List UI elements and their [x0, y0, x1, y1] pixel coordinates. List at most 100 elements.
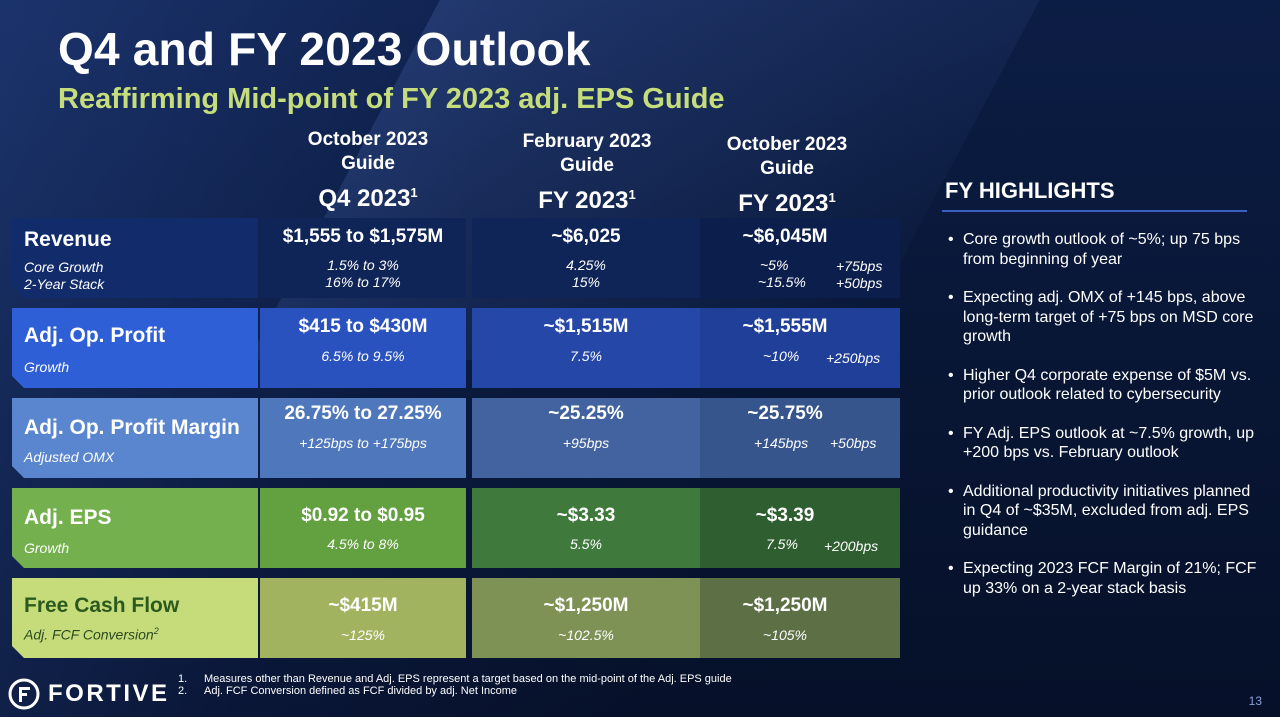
cell-op-margin-q4: 26.75% to 27.25% +125bps to +175bps [260, 398, 466, 478]
cell-fcf-q4: ~$415M ~125% [260, 578, 466, 658]
cell-fcf-oct: ~$1,250M ~105% [700, 578, 900, 658]
cell-sub: +145bps [754, 435, 809, 451]
row-label-op-margin: Adj. Op. Profit Margin Adjusted OMX [12, 398, 258, 478]
cell-value: ~$6,045M [742, 226, 828, 247]
column-header-line1: February 2023 [522, 131, 652, 152]
cell-value: ~$3.33 [556, 505, 616, 526]
cell-eps-q4: $0.92 to $0.95 4.5% to 8% [260, 488, 466, 568]
cell-revenue-feb: ~$6,025 4.25% 15% [472, 218, 700, 298]
column-header-fy-feb: February 2023 Guide FY 20231 [487, 130, 687, 218]
row-sub-growth: Growth [24, 359, 70, 375]
cell-value: 26.75% to 27.25% [284, 403, 442, 424]
cell-sub: 16% to 17% [325, 274, 401, 290]
page-number: 13 [1248, 694, 1262, 708]
cell-revenue-q4: $1,555 to $1,575M 1.5% to 3% 16% to 17% [260, 218, 466, 298]
highlight-item: • Higher Q4 corporate expense of $5M vs. … [948, 366, 1252, 404]
row-sub-core-growth: Core Growth [24, 259, 104, 275]
cell-sub: 7.5% [570, 348, 602, 364]
column-header-period: FY 20231 [738, 190, 836, 217]
fortive-logo-icon [8, 678, 40, 710]
row-label-eps: Adj. EPS Growth [12, 488, 258, 568]
highlight-item: • FY Adj. EPS outlook at ~7.5% growth, up… [948, 424, 1254, 462]
row-sub-adjusted-omx: Adjusted OMX [24, 449, 115, 465]
delta-badge: +200bps [824, 538, 879, 554]
cell-value: ~$1,515M [543, 316, 629, 337]
highlights-list: • Core growth outlook of ~5%; up 75 bps f… [948, 230, 1258, 617]
cell-sub: 6.5% to 9.5% [321, 348, 405, 364]
row-name: Adj. EPS [24, 506, 112, 529]
cell-eps-feb: ~$3.33 5.5% [472, 488, 700, 568]
highlight-item: • Expecting 2023 FCF Margin of 21%; FCF u… [948, 560, 1257, 597]
cell-sub: ~10% [763, 348, 800, 364]
cell-revenue-oct: ~$6,045M ~5% ~15.5% +75bps +50bps [700, 218, 900, 298]
column-header-period: FY 20231 [538, 187, 636, 214]
cell-sub: ~102.5% [558, 627, 614, 643]
cell-value: ~$415M [328, 595, 398, 616]
cell-op-profit-feb: ~$1,515M 7.5% [472, 308, 700, 388]
row-name: Free Cash Flow [24, 594, 180, 617]
slide-title: Q4 and FY 2023 Outlook [58, 23, 591, 75]
column-header-line2: Guide [760, 158, 814, 179]
cell-value: ~25.75% [747, 403, 823, 424]
delta-badge: +50bps [830, 435, 877, 451]
column-header-q4-oct: October 2023 Guide Q4 20231 [268, 128, 468, 216]
slide-subtitle: Reaffirming Mid-point of FY 2023 adj. EP… [58, 83, 725, 115]
footnote-1: 1. Measures other than Revenue and Adj. E… [178, 673, 732, 685]
footnotes: 1. Measures other than Revenue and Adj. E… [178, 673, 732, 697]
row-sub-growth: Growth [24, 540, 70, 556]
cell-value: ~$1,555M [742, 316, 828, 337]
cell-value: ~$1,250M [543, 595, 629, 616]
cell-sub: ~15.5% [758, 274, 806, 290]
cell-value: $0.92 to $0.95 [301, 505, 425, 526]
delta-badge: +50bps [836, 275, 883, 291]
cell-sub: +95bps [562, 435, 610, 451]
row-label-op-profit: Adj. Op. Profit Growth [12, 308, 258, 388]
cell-value: ~$3.39 [755, 505, 815, 526]
highlights-title: FY HIGHLIGHTS [945, 178, 1115, 203]
cell-value: ~$6,025 [551, 226, 621, 247]
cell-value: $1,555 to $1,575M [282, 226, 444, 247]
bullet-icon: • [948, 366, 954, 384]
column-header-period: Q4 20231 [318, 185, 418, 212]
cell-sub: +125bps to +175bps [299, 435, 427, 451]
cell-sub: ~125% [341, 627, 385, 643]
bullet-icon: • [948, 482, 954, 500]
row-sub-2yr-stack: 2-Year Stack [24, 276, 105, 292]
fortive-logo: FORTIVE [8, 678, 170, 710]
column-header-fy-oct: October 2023 Guide FY 20231 [687, 133, 887, 221]
cell-sub: 4.25% [566, 257, 606, 273]
cell-sub: ~5% [760, 257, 789, 273]
cell-op-profit-q4: $415 to $430M 6.5% to 9.5% [260, 308, 466, 388]
delta-badge: +250bps [826, 350, 881, 366]
row-name: Adj. Op. Profit [24, 324, 166, 347]
column-header-line2: Guide [341, 153, 395, 174]
cell-value: ~$1,250M [742, 595, 828, 616]
highlight-item: • Expecting adj. OMX of +145 bps, above l… [948, 289, 1254, 345]
cell-sub: 7.5% [766, 536, 798, 552]
cell-value: ~25.25% [548, 403, 624, 424]
row-sub-fcf-conversion: Adj. FCF Conversion2 [24, 626, 159, 643]
row-label-revenue: Revenue Core Growth 2-Year Stack [12, 218, 258, 298]
logo-wordmark: FORTIVE [48, 680, 170, 707]
cell-sub: 4.5% to 8% [327, 536, 399, 552]
cell-sub: ~105% [763, 627, 807, 643]
row-name: Revenue [24, 228, 112, 251]
column-header-line1: October 2023 [307, 129, 429, 150]
row-label-fcf: Free Cash Flow Adj. FCF Conversion2 [12, 578, 258, 658]
cell-sub: 15% [571, 274, 601, 290]
cell-sub: 5.5% [570, 536, 602, 552]
cell-op-margin-feb: ~25.25% +95bps [472, 398, 700, 478]
row-name: Adj. Op. Profit Margin [24, 416, 240, 439]
bullet-icon: • [948, 231, 954, 248]
cell-sub: 1.5% to 3% [327, 257, 399, 273]
highlight-item: • Core growth outlook of ~5%; up 75 bps f… [948, 231, 1241, 268]
cell-op-margin-oct: ~25.75% +145bps +50bps [700, 398, 900, 478]
bullet-icon: • [948, 424, 954, 442]
cell-fcf-feb: ~$1,250M ~102.5% [472, 578, 700, 658]
cell-op-profit-oct: ~$1,555M ~10% +250bps [700, 308, 900, 388]
delta-badge: +75bps [836, 258, 883, 274]
cell-value: $415 to $430M [298, 316, 428, 337]
column-header-line2: Guide [560, 155, 614, 176]
column-header-line1: October 2023 [726, 134, 848, 155]
cell-eps-oct: ~$3.39 7.5% +200bps [700, 488, 900, 568]
